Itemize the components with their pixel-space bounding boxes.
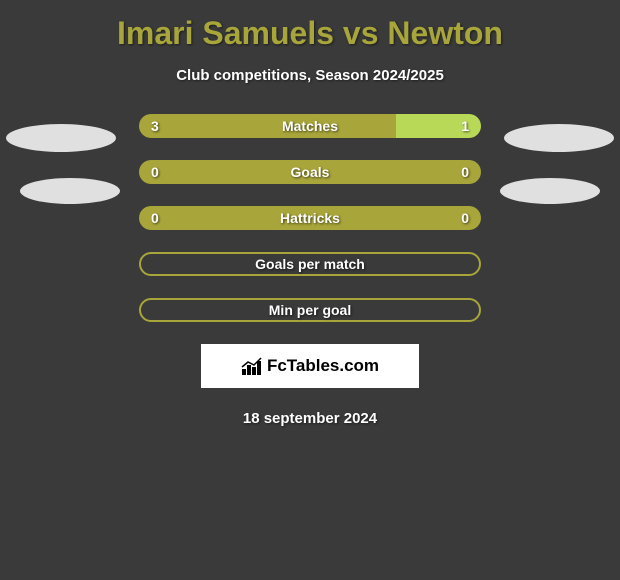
stat-label: Goals bbox=[291, 164, 330, 180]
stat-value-right: 0 bbox=[461, 210, 469, 226]
logo-box: FcTables.com bbox=[201, 344, 419, 388]
comparison-title: Imari Samuels vs Newton bbox=[0, 0, 620, 52]
stat-bar-hattricks: 0 0 Hattricks bbox=[139, 206, 481, 230]
stat-label: Goals per match bbox=[255, 256, 365, 272]
stat-value-right: 1 bbox=[461, 118, 469, 134]
bar-fill-left bbox=[139, 114, 396, 138]
comparison-subtitle: Club competitions, Season 2024/2025 bbox=[0, 67, 620, 84]
player-left-team-placeholder bbox=[20, 178, 120, 204]
stat-label: Min per goal bbox=[269, 302, 351, 318]
stat-value-left: 0 bbox=[151, 164, 159, 180]
stat-value-left: 3 bbox=[151, 118, 159, 134]
stat-label: Matches bbox=[282, 118, 338, 134]
player-left-avatar-placeholder bbox=[6, 124, 116, 152]
stat-bar-goals-per-match: Goals per match bbox=[139, 252, 481, 276]
stat-bar-matches: 3 1 Matches bbox=[139, 114, 481, 138]
player-right-team-placeholder bbox=[500, 178, 600, 204]
stat-label: Hattricks bbox=[280, 210, 340, 226]
stats-bars-container: 3 1 Matches 0 0 Goals 0 0 Hattricks Goals per mat… bbox=[139, 114, 481, 322]
stat-value-left: 0 bbox=[151, 210, 159, 226]
logo-text: FcTables.com bbox=[267, 356, 379, 376]
player-right-avatar-placeholder bbox=[504, 124, 614, 152]
stat-bar-min-per-goal: Min per goal bbox=[139, 298, 481, 322]
stat-value-right: 0 bbox=[461, 164, 469, 180]
stat-bar-goals: 0 0 Goals bbox=[139, 160, 481, 184]
date-text: 18 september 2024 bbox=[0, 410, 620, 427]
bar-chart-icon bbox=[241, 357, 263, 375]
content-area: 3 1 Matches 0 0 Goals 0 0 Hattricks Goals per mat… bbox=[0, 114, 620, 427]
